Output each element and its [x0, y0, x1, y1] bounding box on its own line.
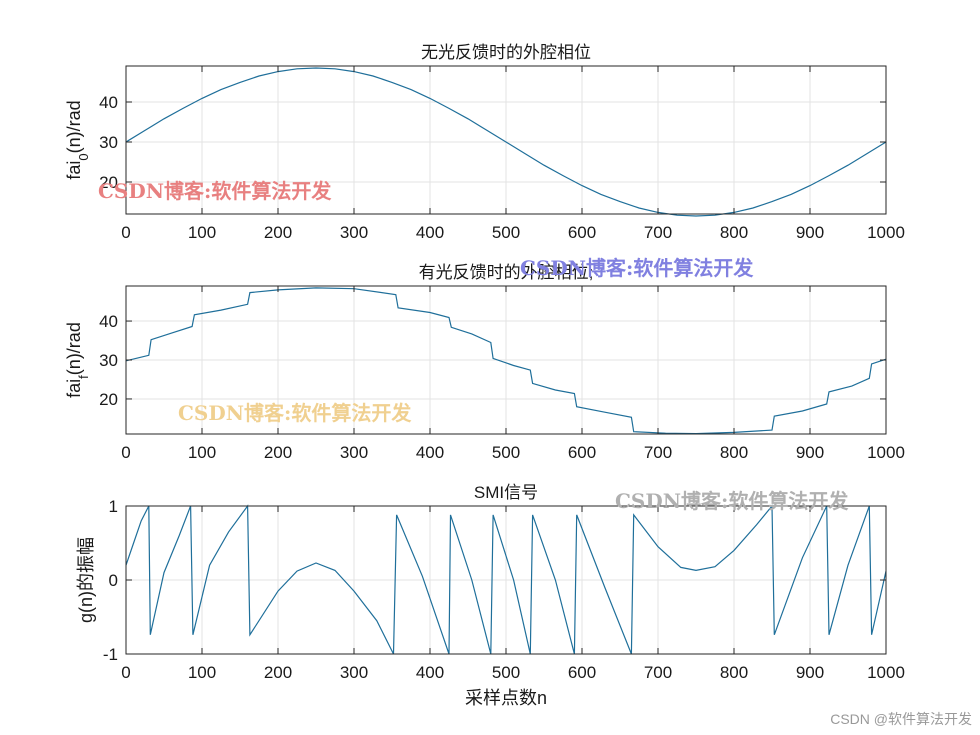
x-tick-label: 100	[188, 223, 216, 242]
x-tick-label: 500	[492, 443, 520, 462]
y-axis-label: g(n)的振幅	[76, 537, 96, 623]
y-axis-label-base: fai	[64, 379, 84, 398]
x-tick-label: 0	[121, 663, 130, 682]
x-tick-label: 500	[492, 663, 520, 682]
x-tick-label: 0	[121, 443, 130, 462]
x-tick-label: 0	[121, 223, 130, 242]
x-tick-label: 400	[416, 443, 444, 462]
x-tick-label: 800	[720, 663, 748, 682]
x-tick-label: 900	[796, 443, 824, 462]
x-tick-label: 900	[796, 223, 824, 242]
x-tick-label: 700	[644, 443, 672, 462]
chart-title: SMI信号	[474, 483, 538, 502]
y-tick-label: 40	[99, 312, 118, 331]
x-tick-label: 200	[264, 223, 292, 242]
x-tick-label: 800	[720, 443, 748, 462]
chart-title: 无光反馈时的外腔相位	[421, 43, 591, 62]
series-line	[125, 287, 887, 435]
x-tick-label: 300	[340, 443, 368, 462]
y-tick-label: 20	[99, 173, 118, 192]
x-tick-label: 100	[188, 663, 216, 682]
chart-2: 0 100 200 300 400 500 600 700 800 900 1000 20 30 40 有光…	[64, 263, 905, 462]
x-tick-label: 1000	[867, 223, 905, 242]
x-tick-label: 400	[416, 663, 444, 682]
x-axis-label: 采样点数n	[465, 688, 547, 708]
y-tick-label: 0	[109, 571, 118, 590]
y-tick-label: -1	[103, 645, 118, 664]
y-axis-label: fai0(n)/rad	[64, 100, 91, 179]
chart-3: 0 100 200 300 400 500 600 700 800 900 1000-101SMI信…	[76, 483, 905, 708]
x-tick-label: 200	[264, 443, 292, 462]
series-line	[125, 67, 887, 217]
charts-layer: 0 100 200 300 400 500 600 700 800 900 1000203040无光…	[64, 43, 905, 708]
y-axis-label-subscript: 0	[76, 153, 91, 160]
y-tick-label: 1	[109, 497, 118, 516]
x-tick-label: 800	[720, 223, 748, 242]
x-tick-label: 600	[568, 663, 596, 682]
y-axis-label-rest: (n)/rad	[64, 322, 84, 375]
y-tick-label: 40	[99, 93, 118, 112]
y-axis-label: faif(n)/rad	[64, 322, 91, 398]
x-tick-label: 500	[492, 223, 520, 242]
x-tick-label: 600	[568, 443, 596, 462]
x-tick-label: 1000	[867, 663, 905, 682]
y-axis-label-base: fai	[64, 161, 84, 180]
x-tick-label: 100	[188, 443, 216, 462]
watermark-2: CSDN博客:软件算法开发	[520, 256, 754, 280]
x-tick-label: 700	[644, 223, 672, 242]
chart-1: 0 100 200 300 400 500 600 700 800 900 1000 20 30 40 无光…	[64, 43, 905, 242]
x-tick-label: 300	[340, 223, 368, 242]
y-axis-label-subscript: f	[76, 375, 91, 379]
watermark-1: CSDN博客:软件算法开发	[98, 179, 332, 203]
y-tick-label: 30	[99, 133, 118, 152]
watermark-4: CSDN博客:软件算法开发	[615, 489, 849, 513]
y-tick-label: 20	[99, 390, 118, 409]
x-tick-label: 600	[568, 223, 596, 242]
y-axis-label-rest: (n)/rad	[64, 100, 84, 153]
x-tick-label: 200	[264, 663, 292, 682]
x-tick-label: 300	[340, 663, 368, 682]
y-tick-label: 30	[99, 351, 118, 370]
x-tick-label: 900	[796, 663, 824, 682]
watermark-3: CSDN博客:软件算法开发	[178, 401, 412, 425]
x-tick-label: 1000	[867, 443, 905, 462]
credit-text: CSDN @软件算法开发	[830, 711, 972, 727]
chart-title: 有光反馈时的外腔相位;	[419, 263, 594, 282]
watermark-layer: CSDN博客:软件算法开发 CSDN博客:软件算法开发 CSDN博客:软件算法开…	[98, 179, 849, 513]
x-tick-label: 700	[644, 663, 672, 682]
x-tick-label: 400	[416, 223, 444, 242]
